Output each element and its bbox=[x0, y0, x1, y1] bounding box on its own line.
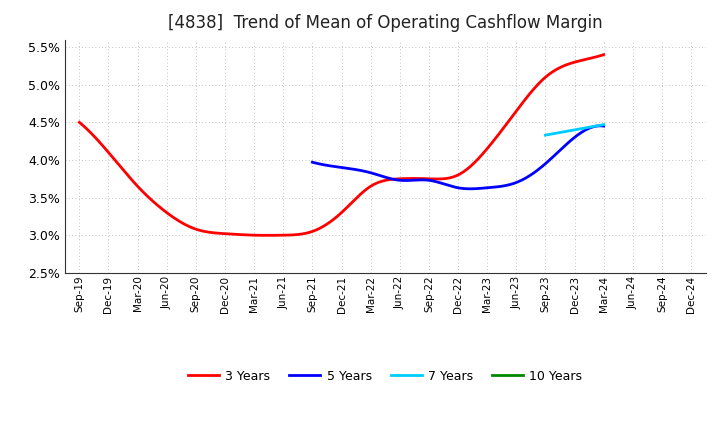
3 Years bbox=[552, 67, 561, 72]
5 Years bbox=[487, 185, 496, 190]
3 Years bbox=[263, 233, 271, 238]
5 Years bbox=[554, 149, 563, 154]
5 Years bbox=[466, 186, 474, 191]
7 Years bbox=[541, 132, 550, 138]
3 Years bbox=[75, 120, 84, 125]
5 Years bbox=[482, 185, 491, 191]
3 Years bbox=[397, 176, 406, 181]
7 Years bbox=[599, 122, 608, 127]
Line: 3 Years: 3 Years bbox=[79, 55, 603, 235]
5 Years bbox=[573, 132, 582, 138]
5 Years bbox=[482, 185, 490, 191]
3 Years bbox=[518, 99, 527, 105]
3 Years bbox=[599, 52, 608, 57]
5 Years bbox=[308, 160, 317, 165]
Title: [4838]  Trend of Mean of Operating Cashflow Margin: [4838] Trend of Mean of Operating Cashfl… bbox=[168, 15, 603, 33]
3 Years bbox=[77, 121, 86, 126]
5 Years bbox=[599, 124, 608, 129]
5 Years bbox=[595, 123, 604, 128]
7 Years bbox=[570, 127, 579, 132]
5 Years bbox=[309, 160, 318, 165]
Line: 5 Years: 5 Years bbox=[312, 126, 603, 189]
3 Years bbox=[387, 177, 396, 182]
3 Years bbox=[389, 176, 397, 182]
Line: 7 Years: 7 Years bbox=[546, 125, 603, 135]
Legend: 3 Years, 5 Years, 7 Years, 10 Years: 3 Years, 5 Years, 7 Years, 10 Years bbox=[183, 365, 588, 388]
